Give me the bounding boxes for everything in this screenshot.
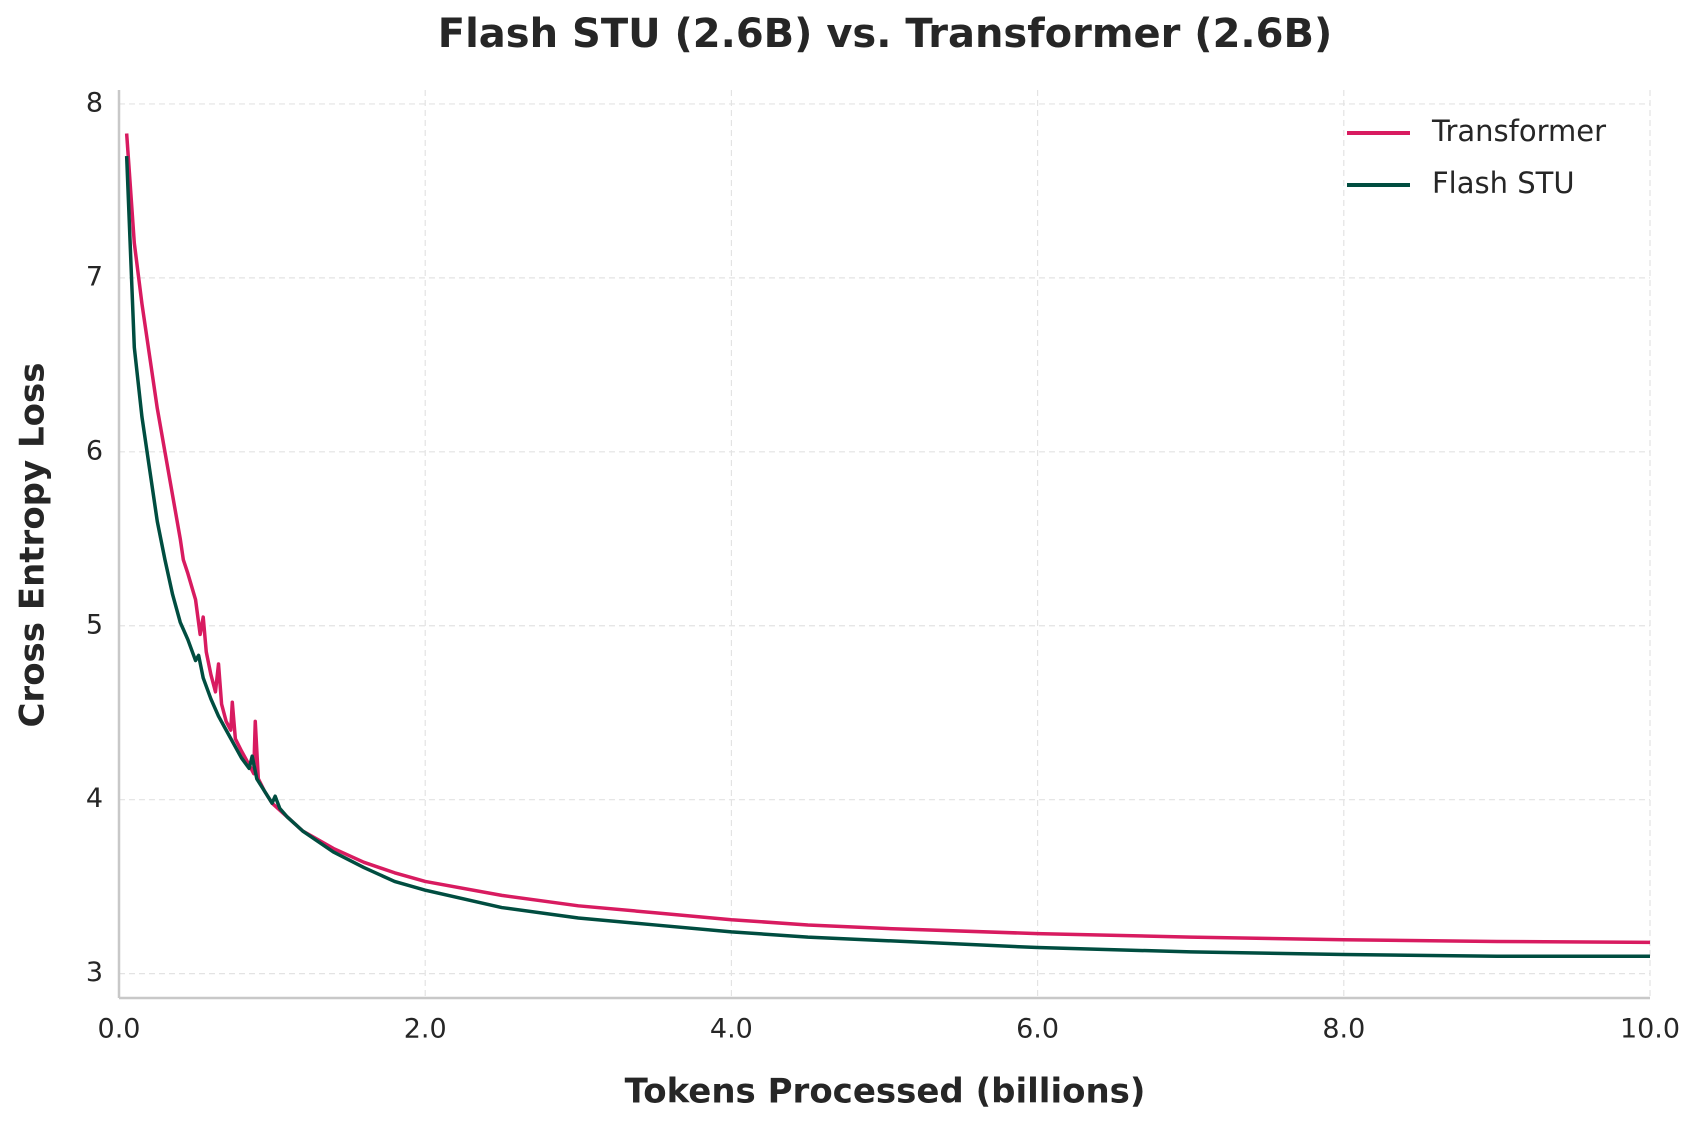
y-tick-label: 4: [86, 783, 103, 814]
x-tick-label: 6.0: [1016, 1014, 1059, 1045]
legend-label: Flash STU: [1432, 166, 1575, 200]
y-tick-label: 7: [86, 261, 103, 292]
x-axis-label: Tokens Processed (billions): [625, 1072, 1146, 1112]
y-tick-label: 8: [86, 87, 103, 118]
chart-title: Flash STU (2.6B) vs. Transformer (2.6B): [438, 11, 1332, 57]
y-tick-label: 5: [86, 609, 103, 640]
x-tick-label: 8.0: [1322, 1014, 1365, 1045]
line-series: [124, 133, 1651, 945]
y-tick-label: 6: [86, 435, 103, 466]
x-tick-label: 2.0: [404, 1014, 447, 1045]
x-tick-label: 4.0: [710, 1014, 753, 1045]
x-tick-label: 0.0: [98, 1014, 141, 1045]
x-tick-label: 10.0: [1620, 1014, 1680, 1045]
y-axis-label: Cross Entropy Loss: [13, 362, 53, 727]
line-series: [124, 156, 1650, 959]
y-tick-label: 3: [86, 957, 103, 988]
legend-label: Transformer: [1431, 114, 1606, 148]
